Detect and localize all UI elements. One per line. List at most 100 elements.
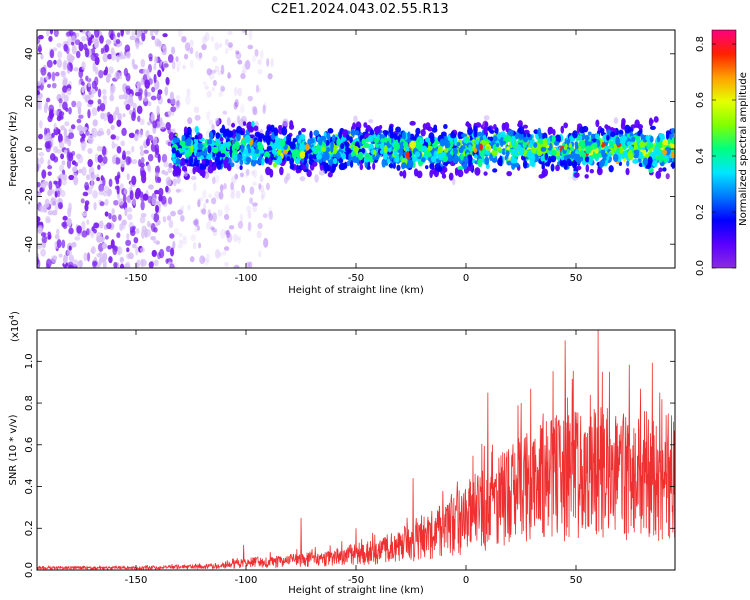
spectrogram-cell xyxy=(251,170,255,176)
spectrogram-cell xyxy=(662,149,668,155)
colorbar: 0.0 0.2 0.4 0.6 0.8 Normalized spectral ampl… xyxy=(695,29,749,276)
spectrogram-cell xyxy=(497,157,503,166)
spectrogram-cell xyxy=(187,117,193,125)
spectrogram-cell xyxy=(304,143,310,151)
spectrogram-cell xyxy=(212,147,219,154)
spectrogram-cell xyxy=(73,176,79,186)
spectrogram-cell xyxy=(60,153,65,160)
spectrogram-cell xyxy=(106,111,111,119)
spectrogram-cell xyxy=(167,98,171,104)
spectrogram-cell xyxy=(40,66,47,76)
spectrogram-cell xyxy=(57,50,63,59)
spectrogram-cell xyxy=(372,154,376,161)
spectrogram-cell xyxy=(40,248,46,257)
spectrogram-cell xyxy=(99,201,105,207)
spectrogram-cell xyxy=(189,256,195,263)
spectrogram-cell xyxy=(37,216,41,223)
spectrogram-cell xyxy=(167,167,173,174)
spectrogram-cell xyxy=(115,106,120,116)
spectrogram-cell xyxy=(178,207,183,214)
spectrogram-cell xyxy=(151,197,157,206)
spectrogram-cell xyxy=(104,198,109,206)
spectrogram-cell xyxy=(63,136,69,145)
spectrogram-cell xyxy=(656,135,661,143)
spectrogram-cell xyxy=(561,159,567,166)
spectrogram-cell xyxy=(241,184,245,194)
spectrogram-cell xyxy=(278,155,282,161)
spectrogram-cell xyxy=(600,149,606,155)
spectrogram-cell xyxy=(512,157,518,164)
spectrogram-cell xyxy=(63,128,68,138)
spectrogram-cell xyxy=(292,137,298,143)
spectrogram-cell xyxy=(522,136,528,143)
colorbar-label: Normalized spectral amplitude xyxy=(738,72,749,226)
spectrogram-cell xyxy=(68,227,74,235)
spectrogram-cell xyxy=(84,47,90,58)
spectrogram-cell xyxy=(240,144,244,153)
spectrogram-cell xyxy=(201,169,206,178)
spectrogram-cell xyxy=(65,107,69,112)
spectrogram-cell xyxy=(492,168,498,173)
spectrogram-cell xyxy=(125,156,131,166)
spectrogram-cell xyxy=(66,158,72,169)
spectrogram-cell xyxy=(38,152,45,157)
spectrogram-cell xyxy=(115,38,121,45)
spectrogram-cell xyxy=(433,150,438,159)
spectrogram-cell xyxy=(168,219,174,229)
spectrogram-cell xyxy=(620,121,626,130)
spectrogram-cell xyxy=(240,30,246,35)
spectrogram-cell xyxy=(576,165,582,171)
spectrogram-cell xyxy=(507,129,514,137)
spectrogram-cell xyxy=(211,123,215,130)
spectrogram-cell xyxy=(218,191,224,200)
spectrogram-cell xyxy=(187,204,191,211)
colorbar-tick-label: 0.6 xyxy=(695,92,706,108)
spectrogram-cell xyxy=(48,180,53,191)
spectrogram-cell xyxy=(522,159,528,169)
spectrogram-cell xyxy=(125,239,132,247)
spectrogram-cell xyxy=(294,158,301,165)
spectrogram-cell xyxy=(181,237,188,246)
spectrogram-cell xyxy=(52,47,58,52)
spectrogram-cell xyxy=(252,106,258,116)
spectrogram-cell xyxy=(163,63,169,68)
spectrogram-cell xyxy=(584,174,589,179)
spectrogram-cell xyxy=(619,146,624,154)
spectrogram-cell xyxy=(142,97,149,102)
spectrogram-cell xyxy=(338,132,342,139)
spectrogram-cell xyxy=(49,49,55,59)
spectrogram-cell xyxy=(522,141,527,149)
spectrogram-cell xyxy=(99,102,106,112)
spectrogram-cell xyxy=(207,145,212,154)
spectrogram-cell xyxy=(56,228,60,235)
spectrogram-cell xyxy=(311,146,317,152)
spectrogram-cell xyxy=(252,169,258,179)
spectrogram-cell xyxy=(330,141,335,150)
y-tick-label: 20 xyxy=(24,95,35,108)
spectrogram-cell xyxy=(352,122,357,130)
spectrogram-cell xyxy=(92,119,98,127)
spectrogram-cell xyxy=(71,160,77,166)
spectrogram-cell xyxy=(51,71,56,82)
spectrogram-cell xyxy=(82,191,89,197)
spectrogram-cell xyxy=(230,182,234,191)
spectrogram-cell xyxy=(41,76,45,86)
spectrogram-cell xyxy=(401,163,406,170)
spectrogram-cell xyxy=(503,122,510,130)
spectrogram-cell xyxy=(104,66,109,75)
spectrogram-cell xyxy=(322,161,327,167)
spectrogram-cell xyxy=(574,144,579,150)
spectrogram-cell xyxy=(443,148,449,153)
spectrogram-cell xyxy=(93,222,100,229)
spectrogram-cell xyxy=(208,73,215,80)
spectrogram-cell xyxy=(672,149,675,155)
spectrogram-cell xyxy=(607,152,613,157)
spectrogram-cell xyxy=(266,145,273,151)
spectrogram-cell xyxy=(254,131,261,138)
spectrogram-cell xyxy=(625,167,630,176)
spectrogram-cell xyxy=(442,166,448,173)
spectrogram-cell xyxy=(344,142,350,149)
spectrogram-cell xyxy=(639,141,646,148)
spectrogram-cell xyxy=(175,158,181,165)
